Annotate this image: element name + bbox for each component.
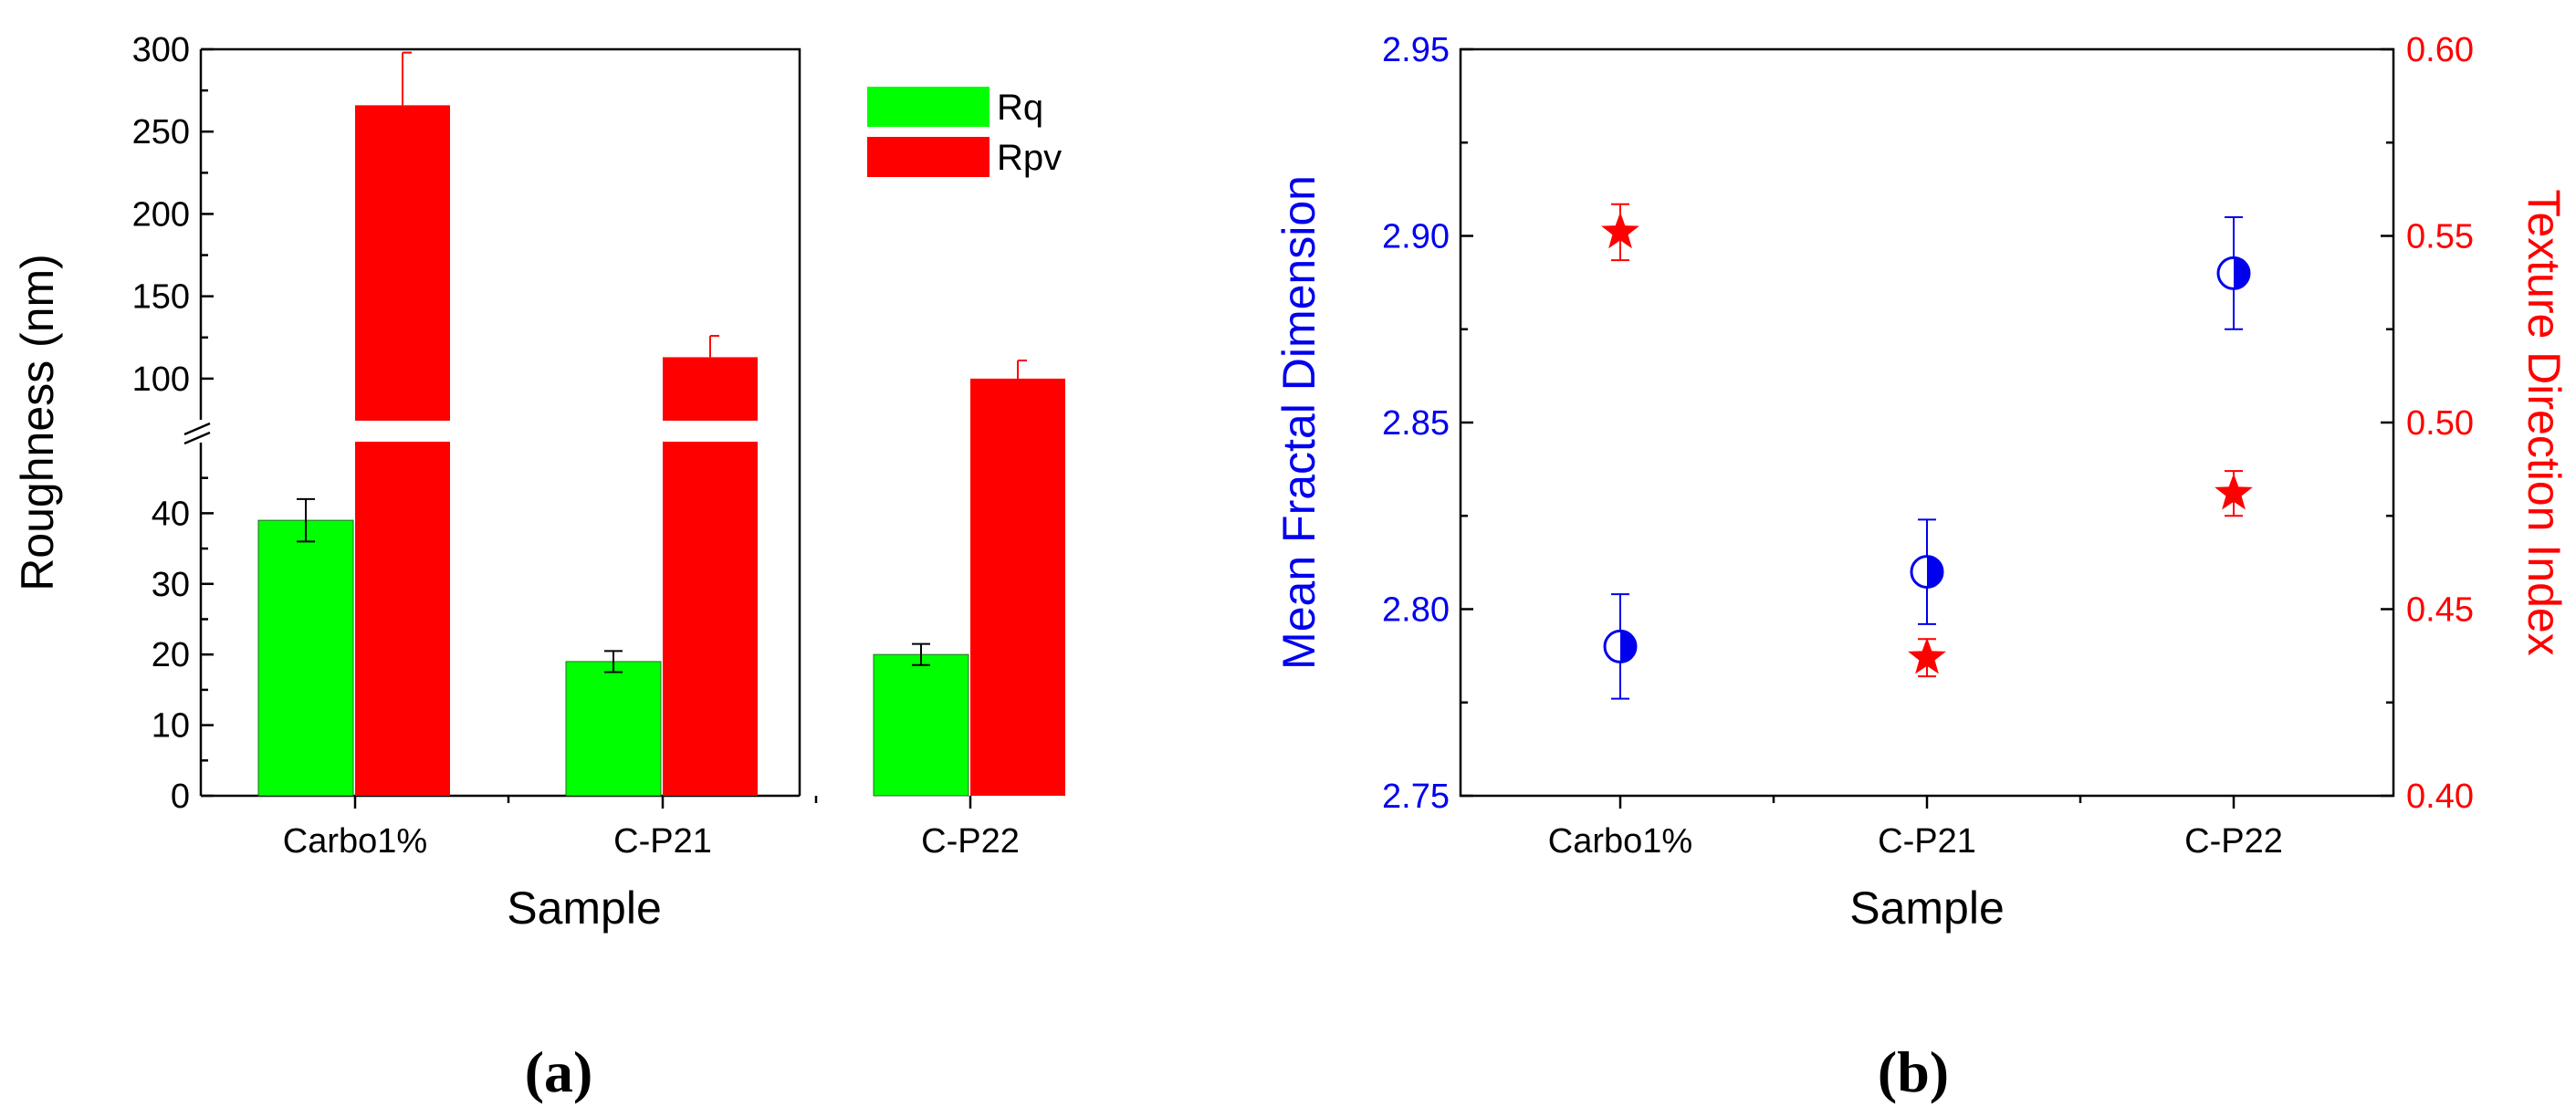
y-axis-label-right-b: Texture Direction Index [2518,189,2570,655]
y-tick-label-lower-30: 30 [152,566,190,604]
y-left-tick-label-2.85: 2.85 [1382,404,1450,443]
y-left-tick-label-2.90: 2.90 [1382,218,1450,256]
error-bar-rpv-1 [402,51,412,106]
y-tick-label-upper-200: 200 [132,195,190,234]
error-bar-rpv-2 [709,334,719,358]
error-bar-rpv-3 [1017,360,1027,379]
y-right-tick-label-0.40: 0.40 [2406,778,2474,816]
x-tick-label-b-1: Carbo1% [1548,822,1692,861]
x-tick-label-2: C-P21 [613,822,712,861]
error-bar-rq-2 [604,650,623,673]
axis-break-gap [188,421,798,442]
y-tick-label-lower-40: 40 [152,495,190,533]
y-left-tick-label-2.75: 2.75 [1382,778,1450,816]
plot-frame-b [1459,47,2395,798]
marker-fractal-3 [2234,257,2249,289]
y-axis-label-left-b: Mean Fractal Dimension [1273,175,1325,670]
bar-rpv-1 [355,105,450,796]
legend-swatch-rpv [867,137,990,177]
panel-label-b: (b) [1878,1039,1949,1104]
y-left-tick-label-2.95: 2.95 [1382,31,1450,69]
marker-texture-1 [1601,212,1639,249]
bar-rq-3 [873,653,969,797]
y-right-tick-label-0.60: 0.60 [2406,31,2474,69]
y-tick-label-upper-300: 300 [132,31,190,69]
panel-a-roughness-chart: 100 150 200 250 300 0 10 20 30 40 Carbo1% C-P21 C-P2… [12,31,1065,1104]
plot-frame-a [201,47,801,796]
axis-break-mark [183,422,211,445]
y-tick-label-upper-100: 100 [132,360,190,399]
x-tick-label-b-3: C-P22 [2184,822,2283,861]
y-right-tick-label-0.50: 0.50 [2406,404,2474,443]
y-right-tick-label-0.55: 0.55 [2406,218,2474,256]
x-tick-label-b-2: C-P21 [1878,822,1976,861]
x-tick-label-1: Carbo1% [283,822,427,861]
error-bar-rq-1 [297,497,315,543]
y-tick-label-lower-20: 20 [152,636,190,674]
x-axis-label-a: Sample [507,882,662,934]
y-tick-label-upper-250: 250 [132,113,190,151]
x-tick-label-3: C-P22 [921,822,1020,861]
y-tick-label-lower-10: 10 [152,707,190,746]
marker-texture-2 [1908,637,1946,674]
y-right-tick-label-0.45: 0.45 [2406,591,2474,630]
y-tick-label-lower-0: 0 [171,778,190,816]
y-left-tick-label-2.80: 2.80 [1382,591,1450,630]
legend-label-rpv: Rpv [997,138,1062,178]
y-axis-label-a: Roughness (nm) [12,254,63,591]
panel-b-fractal-texture-chart: 2.75 2.80 2.85 2.90 2.95 0.40 0.45 0.50 0.55 0.60… [1273,31,2570,1104]
bar-rq-1 [257,519,354,797]
legend-swatch-rq [867,87,990,127]
legend-label-rq: Rq [997,88,1043,128]
marker-fractal-1 [1620,631,1636,663]
error-bar-rq-3 [912,642,930,666]
panel-label-a: (a) [525,1039,593,1104]
marker-texture-3 [2215,473,2253,510]
marker-fractal-2 [1927,556,1942,588]
y-tick-label-upper-150: 150 [132,278,190,317]
bar-rpv-3 [970,378,1065,796]
bar-rq-2 [565,661,662,797]
x-axis-label-b: Sample [1849,882,2005,934]
